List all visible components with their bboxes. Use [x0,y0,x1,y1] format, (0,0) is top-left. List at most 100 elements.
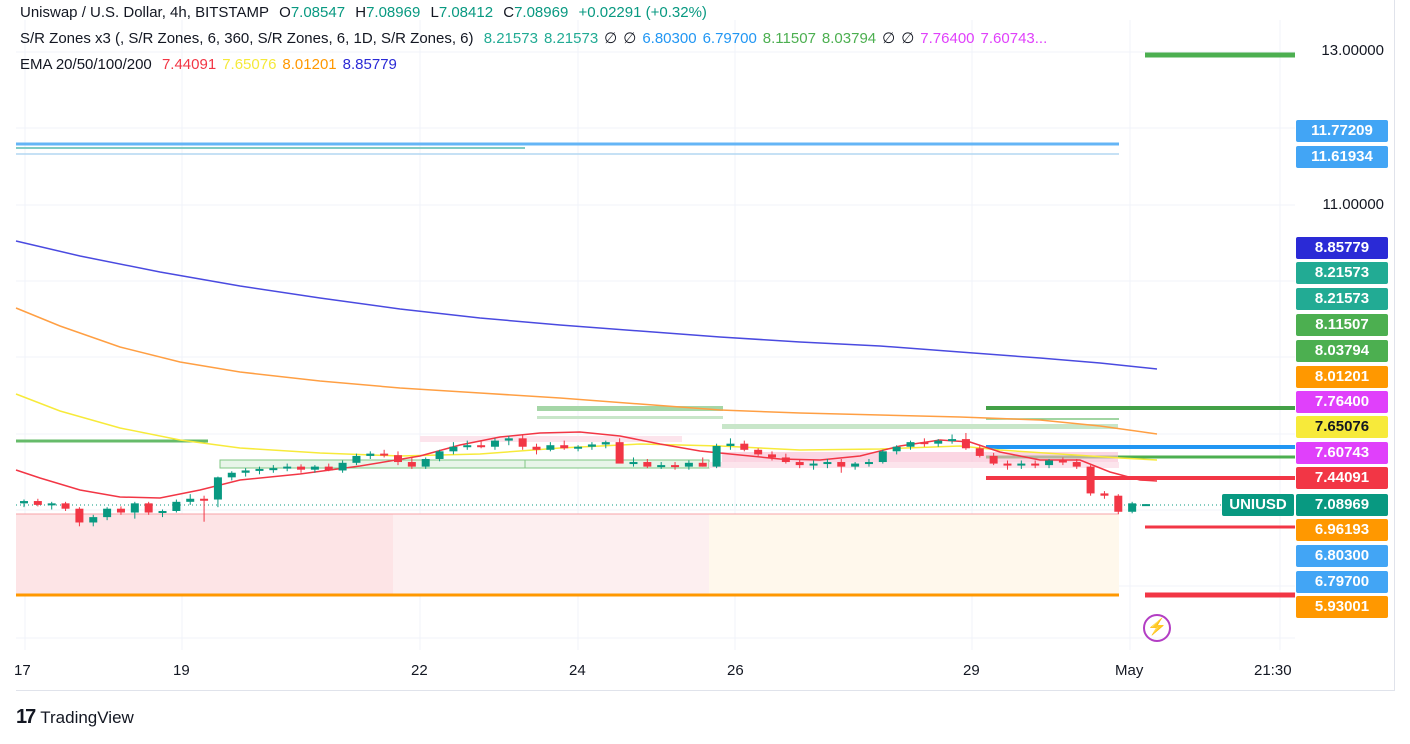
candle-body [934,440,943,444]
candle-body [366,453,375,456]
legend-ema[interactable]: EMA 20/50/100/200 7.44091 7.65076 8.01201 8… [20,56,409,74]
candle-body [712,445,721,467]
price-label: 7.76400 [1296,391,1388,413]
candle-body [989,455,998,464]
candle-body [823,462,832,465]
legend-symbol-title: Uniswap / U.S. Dollar, 4h, BITSTAMP [20,4,269,21]
close-label: C [503,4,515,21]
axis-tick-13: 13.00000 [1321,42,1384,59]
candle-body [1003,463,1012,466]
candle-body [269,468,278,471]
candle-body [864,462,873,465]
candle-body [878,451,887,463]
candle-body [975,448,984,456]
tradingview-logo-icon: 17 [16,706,36,728]
legend-sr-zones[interactable]: S/R Zones x3 (, S/R Zones, 6, 360, S/R Z… [20,30,1059,48]
candle-body [1128,503,1137,512]
candle-body [47,503,56,506]
candle-body [352,455,361,463]
legend-value: 7.44091 [161,56,217,73]
sr-zones-name: S/R Zones x3 (, S/R Zones, 6, 360, S/R Z… [20,30,474,47]
price-label: 7.60743 [1296,442,1388,464]
candle-body [283,466,292,469]
candle-body [463,445,472,448]
legend-value: 7.60743... [980,30,1048,47]
low-label: L [430,4,439,21]
tradingview-brand[interactable]: 17 TradingView [16,706,134,729]
sr-zone-mid-2 [537,416,723,419]
candle-body [407,462,416,467]
candle-body [421,458,430,467]
candle-body [671,465,680,468]
time-label-19: 19 [173,662,190,679]
candle-body [435,451,444,459]
candle-body [615,442,624,464]
price-label: 8.85779 [1296,237,1388,259]
candle-body [200,498,209,501]
price-label: 6.80300 [1296,545,1388,567]
sr-zone-mid-1 [537,406,723,411]
candle-body [587,444,596,447]
candle-body [754,449,763,455]
lightning-icon[interactable]: ⚡ [1143,614,1171,642]
candle-body [394,455,402,463]
candle-body [144,503,153,513]
time-label-may: May [1115,662,1144,679]
ema-values: 7.44091 7.65076 8.01201 8.85779 [162,56,403,73]
legend-ohlc: Uniswap / U.S. Dollar, 4h, BITSTAMP O7.0… [20,4,713,22]
candle-body [20,501,28,504]
legend-value: 8.11507 [762,30,816,47]
candle-body [1100,493,1109,496]
time-label-24: 24 [569,662,586,679]
price-label: 6.79700 [1296,571,1388,593]
candle-body [89,517,98,523]
candle-body [601,442,610,445]
sr-zone-low-1 [16,514,393,596]
candle-body [1086,466,1095,494]
price-label: 8.11507 [1296,314,1388,336]
candle-body [643,462,652,467]
candle-body [948,439,957,442]
time-label-22: 22 [411,662,428,679]
candle-body [1058,460,1067,463]
candle-body [726,443,735,446]
candle-body [657,465,666,468]
sr-zone-mid-6 [722,424,1118,429]
candle-body [1114,495,1123,512]
open-value: 7.08547 [290,4,346,21]
candle-body [684,462,693,467]
candle-body [920,442,929,445]
ema-name: EMA 20/50/100/200 [20,56,152,73]
legend-value: 6.80300 [642,30,697,47]
candle-body [518,438,527,447]
candle-body [380,453,389,456]
high-label: H [355,4,367,21]
legend-value: 6.79700 [702,30,757,47]
price-label: 7.44091 [1296,467,1388,489]
candle-body [698,462,707,467]
candle-body [477,445,486,448]
candle-body [449,446,458,452]
legend-value: 7.65076 [222,56,277,73]
low-value: 7.08412 [438,4,494,21]
candle-body [186,498,195,502]
time-axis-border [16,690,1394,691]
candle-body [1017,463,1026,466]
axis-tick-11: 11.00000 [1322,196,1384,213]
candle-body [961,439,970,449]
legend-value: ∅ [901,30,915,47]
candle-body [740,443,749,450]
candle-body [338,462,347,471]
close-value: 7.08969 [514,4,569,21]
sr-zone-mid-7 [722,452,1118,464]
candle-body [255,468,264,471]
price-label: 8.03794 [1296,340,1388,362]
high-value: 7.08969 [366,4,421,21]
legend-value: 8.21573 [483,30,538,47]
candle-body [33,501,42,505]
candle-body [490,440,499,447]
sr-zone-mid-8 [709,462,1119,468]
candle-body [61,503,70,509]
